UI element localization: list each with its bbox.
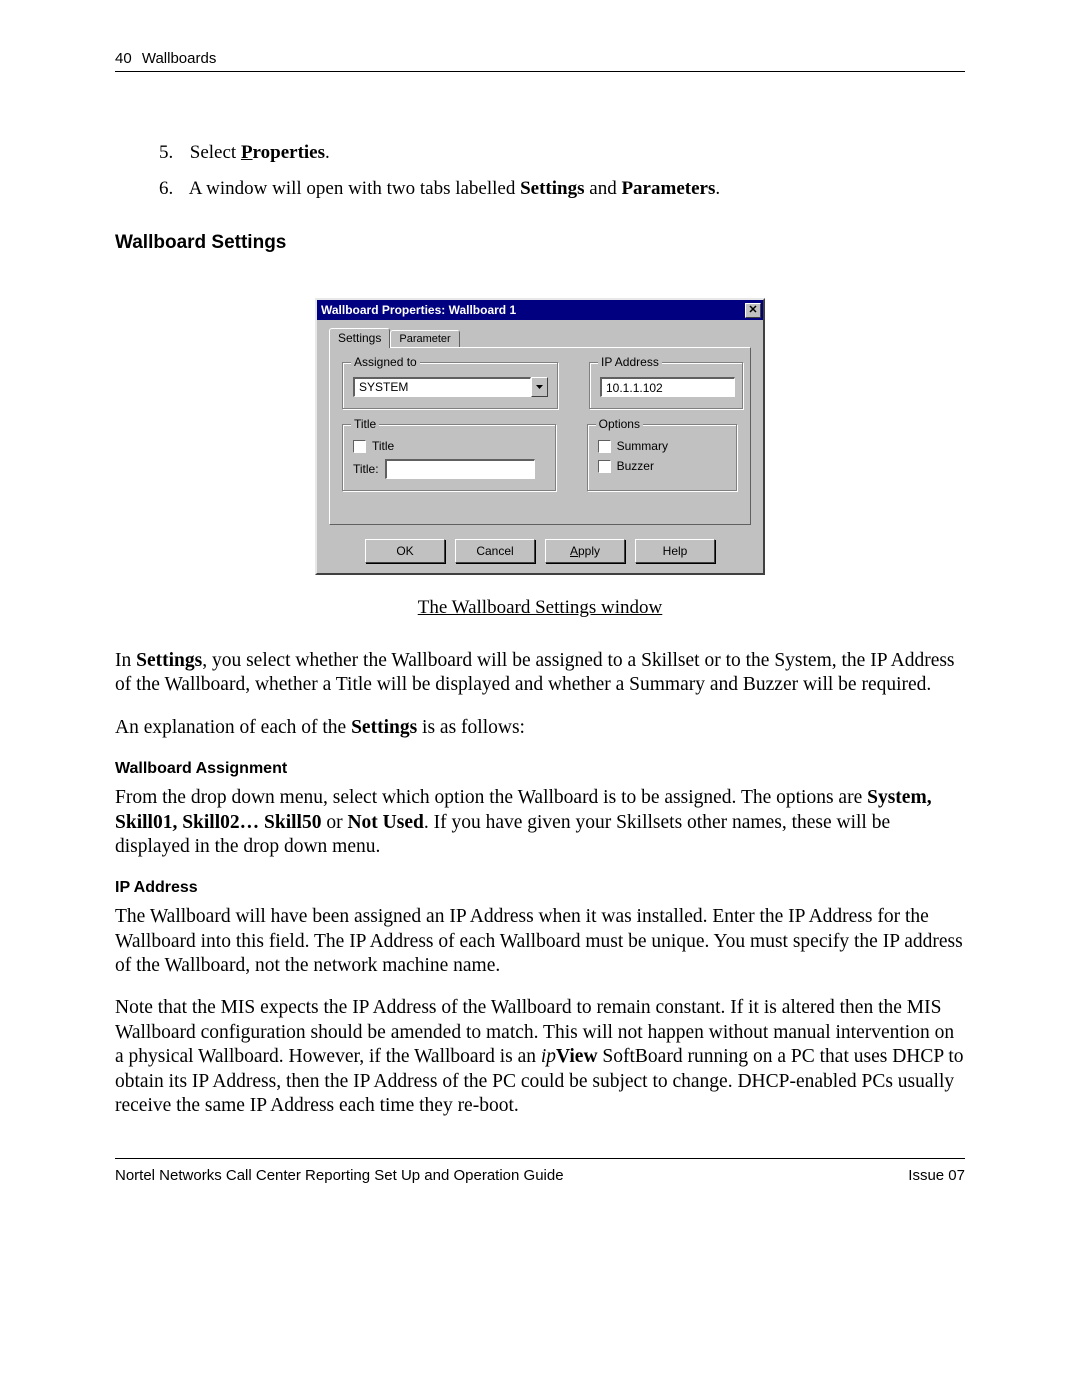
page-number: 40 bbox=[115, 50, 132, 67]
close-icon: ✕ bbox=[748, 305, 757, 316]
groupbox-title: Title Title Title: bbox=[342, 424, 557, 492]
ipview-bold: View bbox=[556, 1046, 598, 1067]
heading-wallboard-settings: Wallboard Settings bbox=[115, 232, 965, 254]
dialog-body: Settings Parameter Assigned to SYSTEM bbox=[317, 320, 763, 573]
row-1: Assigned to SYSTEM IP Address bbox=[342, 362, 738, 424]
footer-right: Issue 07 bbox=[908, 1167, 965, 1184]
para-ip-1: The Wallboard will have been assigned an… bbox=[115, 905, 965, 978]
groupbox-assigned-to: Assigned to SYSTEM bbox=[342, 362, 559, 410]
header-section: Wallboards bbox=[142, 50, 216, 67]
summary-row: Summary bbox=[598, 439, 727, 453]
summary-label: Summary bbox=[617, 439, 668, 453]
help-button[interactable]: Help bbox=[635, 539, 715, 563]
buzzer-checkbox[interactable] bbox=[598, 460, 611, 473]
settings-bold: Settings bbox=[351, 717, 417, 738]
heading-ip-address: IP Address bbox=[115, 879, 965, 897]
step-text: A window will open with two tabs labelle… bbox=[189, 178, 520, 199]
cancel-button[interactable]: Cancel bbox=[455, 539, 535, 563]
close-button[interactable]: ✕ bbox=[745, 303, 761, 318]
title-field-label: Title: bbox=[353, 462, 379, 476]
heading-wallboard-assignment: Wallboard Assignment bbox=[115, 760, 965, 778]
assigned-to-legend: Assigned to bbox=[351, 355, 420, 369]
row-2: Title Title Title: Options bbox=[342, 424, 738, 506]
step-text: Select bbox=[190, 142, 241, 163]
chevron-down-icon bbox=[536, 385, 543, 389]
dialog-title: Wallboard Properties: Wallboard 1 bbox=[321, 303, 516, 317]
step-mid: and bbox=[585, 178, 622, 199]
dialog-titlebar[interactable]: Wallboard Properties: Wallboard 1 ✕ bbox=[317, 300, 763, 320]
tab-parameter[interactable]: Parameter bbox=[390, 330, 459, 347]
assigned-to-value: SYSTEM bbox=[353, 377, 531, 397]
dialog-buttons: OK Cancel Apply Help bbox=[329, 539, 751, 563]
page-header: 40 Wallboards bbox=[115, 50, 965, 72]
text: , you select whether the Wallboard will … bbox=[115, 650, 955, 695]
bold: Not Used bbox=[347, 812, 423, 833]
settings-bold: Settings bbox=[136, 650, 202, 671]
step-suffix: . bbox=[715, 178, 720, 199]
title-legend: Title bbox=[351, 417, 379, 431]
settings-bold: Settings bbox=[520, 178, 584, 199]
tab-panel-settings: Assigned to SYSTEM IP Address bbox=[329, 347, 751, 525]
text: An explanation of each of the bbox=[115, 717, 351, 738]
step-number: 6. bbox=[159, 178, 185, 200]
apply-button[interactable]: Apply bbox=[545, 539, 625, 563]
apply-mnemonic: A bbox=[570, 544, 578, 558]
step-number: 5. bbox=[159, 142, 185, 164]
para-settings: In Settings, you select whether the Wall… bbox=[115, 649, 965, 698]
options-legend: Options bbox=[596, 417, 643, 431]
tab-settings[interactable]: Settings bbox=[329, 328, 390, 348]
text: In bbox=[115, 650, 136, 671]
footer-left: Nortel Networks Call Center Reporting Se… bbox=[115, 1167, 564, 1184]
figure-caption: The Wallboard Settings window bbox=[115, 597, 965, 619]
tab-strip: Settings Parameter bbox=[329, 328, 751, 347]
properties-rest: roperties bbox=[253, 142, 325, 163]
title-input[interactable] bbox=[385, 459, 535, 479]
ipview-italic: ip bbox=[541, 1046, 556, 1067]
ip-legend: IP Address bbox=[598, 355, 662, 369]
step-6: 6. A window will open with two tabs labe… bbox=[159, 178, 965, 200]
buzzer-row: Buzzer bbox=[598, 459, 727, 473]
apply-rest: pply bbox=[578, 544, 600, 558]
wallboard-properties-dialog: Wallboard Properties: Wallboard 1 ✕ Sett… bbox=[315, 298, 765, 575]
assigned-to-select[interactable]: SYSTEM bbox=[353, 377, 548, 397]
ip-address-input[interactable] bbox=[600, 377, 735, 397]
buzzer-label: Buzzer bbox=[617, 459, 654, 473]
groupbox-ip-address: IP Address bbox=[589, 362, 744, 410]
step-5: 5. Select Properties. bbox=[159, 142, 965, 164]
parameters-bold: Parameters bbox=[621, 178, 715, 199]
text: From the drop down menu, select which op… bbox=[115, 787, 867, 808]
title-checkbox[interactable] bbox=[353, 440, 366, 453]
summary-checkbox[interactable] bbox=[598, 440, 611, 453]
properties-mnemonic: P bbox=[241, 142, 253, 163]
dialog-container: Wallboard Properties: Wallboard 1 ✕ Sett… bbox=[115, 298, 965, 575]
para-assignment: From the drop down menu, select which op… bbox=[115, 786, 965, 859]
page-footer: Nortel Networks Call Center Reporting Se… bbox=[115, 1158, 965, 1184]
para-explain: An explanation of each of the Settings i… bbox=[115, 716, 965, 740]
title-field-row: Title: bbox=[353, 459, 546, 479]
text: is as follows: bbox=[417, 717, 525, 738]
para-ip-2: Note that the MIS expects the IP Address… bbox=[115, 996, 965, 1118]
groupbox-options: Options Summary Buzzer bbox=[587, 424, 738, 492]
title-checkbox-label: Title bbox=[372, 439, 394, 453]
text: or bbox=[321, 812, 347, 833]
ok-button[interactable]: OK bbox=[365, 539, 445, 563]
step-suffix: . bbox=[325, 142, 330, 163]
page: 40 Wallboards 5. Select Properties. 6. A… bbox=[0, 0, 1080, 1224]
dropdown-arrow[interactable] bbox=[531, 377, 548, 397]
title-checkbox-row: Title bbox=[353, 439, 546, 453]
